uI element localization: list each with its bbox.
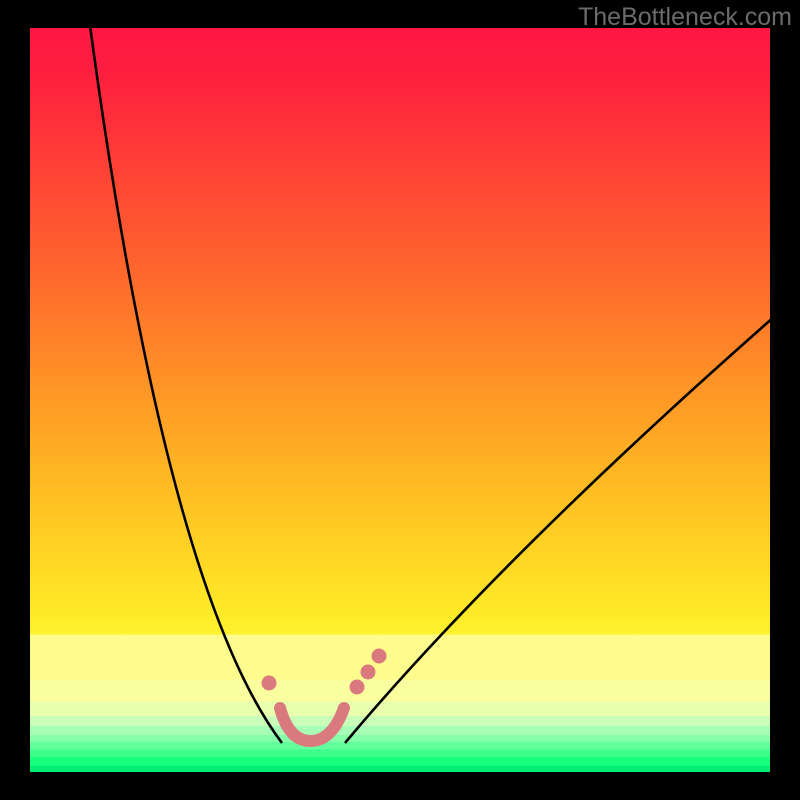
highlight-dot [361,665,376,680]
watermark-text: TheBottleneck.com [578,3,792,32]
highlight-dot [350,680,365,695]
bottleneck-curve-left [89,28,282,743]
chart-plot-area [30,28,770,772]
highlight-dot [372,649,387,664]
highlight-u-segment [280,708,344,741]
chart-curve-layer [30,28,770,772]
bottleneck-highlight-markers [262,649,387,742]
bottleneck-curve-right [345,316,770,743]
highlight-dot [262,676,277,691]
